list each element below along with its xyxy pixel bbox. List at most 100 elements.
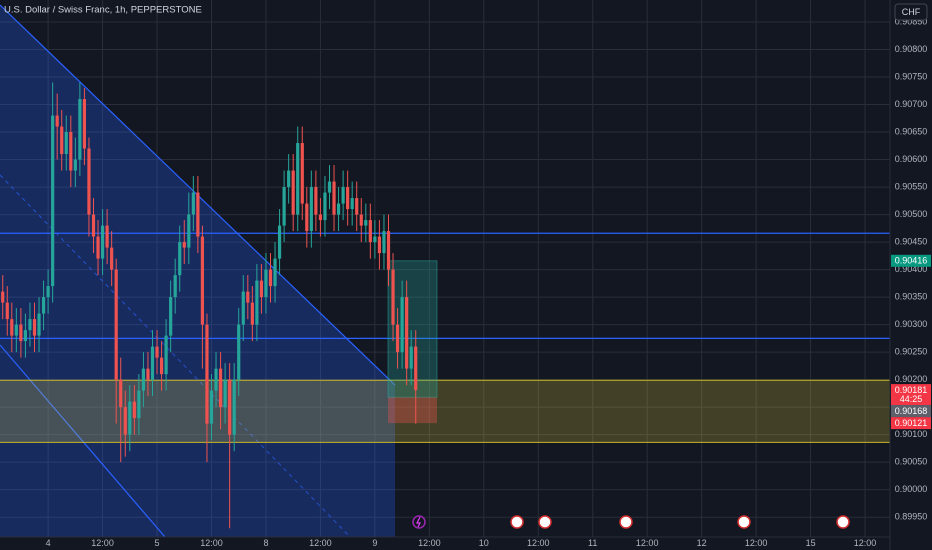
x-tick-label: 12:00 xyxy=(418,538,441,548)
candle-body xyxy=(46,286,50,298)
candle-body xyxy=(382,231,386,254)
grid xyxy=(0,0,890,537)
candle-body xyxy=(400,297,404,353)
event-flag[interactable] xyxy=(510,515,524,529)
entry-label: 0.90168 xyxy=(895,406,928,416)
candle-body xyxy=(287,170,291,188)
candle-body xyxy=(10,319,14,336)
channel-mid xyxy=(0,174,351,538)
y-tick-label: 0.90000 xyxy=(895,484,928,494)
candle-body xyxy=(205,324,209,424)
candle-body xyxy=(359,214,363,226)
countdown-label: 44:25 xyxy=(900,394,923,404)
currency-label: CHF xyxy=(902,7,921,17)
candle-body xyxy=(159,357,164,375)
y-tick-label: 0.90400 xyxy=(895,264,928,274)
event-flag[interactable] xyxy=(619,515,633,529)
x-tick-label: 12:00 xyxy=(745,538,768,548)
candle-body xyxy=(241,291,245,325)
candle-body xyxy=(155,346,159,358)
channel-lower xyxy=(0,344,166,538)
candle-body xyxy=(32,319,37,336)
chart-title: U.S. Dollar / Swiss Franc, 1h, PEPPERSTO… xyxy=(4,5,202,16)
x-tick-label: 12:00 xyxy=(309,538,332,548)
candle-body xyxy=(346,187,350,210)
candle-body xyxy=(327,181,332,193)
candle-body xyxy=(373,236,377,243)
last-price-box xyxy=(891,384,931,406)
x-tick-label: 11 xyxy=(588,538,597,548)
x-tick-label: 12:00 xyxy=(527,538,550,548)
x-tick-label: 10 xyxy=(479,538,489,548)
candle-body xyxy=(405,297,409,369)
candle-body xyxy=(132,401,136,419)
candle-body xyxy=(110,247,114,270)
candle-body xyxy=(100,225,105,259)
x-tick-label: 12:00 xyxy=(854,538,877,548)
x-tick-label: 9 xyxy=(372,538,377,548)
last-price-label: 0.90181 xyxy=(895,385,928,395)
target-label: 0.90416 xyxy=(895,256,928,266)
candle-body xyxy=(341,187,345,204)
x-tick-label: 12:00 xyxy=(91,538,114,548)
flag-events xyxy=(510,515,850,529)
candle-body xyxy=(314,187,318,215)
candle-body xyxy=(123,407,127,435)
candle-body xyxy=(391,269,395,325)
target-label-box xyxy=(891,254,931,267)
candle-body xyxy=(178,242,182,276)
candle-body xyxy=(223,379,227,408)
candle-body xyxy=(105,225,109,248)
candle-body xyxy=(64,132,68,155)
candle-body xyxy=(87,148,91,215)
y-tick-label: 0.90600 xyxy=(895,154,928,164)
currency-button[interactable] xyxy=(894,3,928,21)
candle-body xyxy=(164,335,168,375)
y-tick-label: 0.90200 xyxy=(895,374,928,384)
candle-body xyxy=(28,319,32,331)
candles xyxy=(1,82,418,529)
candle-body xyxy=(350,198,354,210)
candle-body xyxy=(255,280,259,325)
y-tick-label: 0.90450 xyxy=(895,236,928,246)
candle-body xyxy=(60,126,64,155)
candle-body xyxy=(150,346,155,380)
event-flag[interactable] xyxy=(538,515,552,529)
position-loss xyxy=(388,397,437,424)
y-tick-label: 0.90700 xyxy=(895,99,928,109)
candle-body xyxy=(73,159,77,171)
candle-body xyxy=(114,269,118,380)
candle-body xyxy=(200,236,205,325)
event-lightning[interactable] xyxy=(412,515,426,529)
candle-body xyxy=(91,214,96,237)
candle-body xyxy=(209,390,214,424)
candle-body xyxy=(69,132,73,171)
event-flag[interactable] xyxy=(836,515,850,529)
y-tick-label: 0.90800 xyxy=(895,44,928,54)
candle-body xyxy=(259,280,264,298)
y-tick-label: 0.90250 xyxy=(895,347,928,357)
candle-body xyxy=(218,368,223,408)
x-tick-label: 12 xyxy=(697,538,707,548)
candle-body xyxy=(146,368,150,380)
candle-body xyxy=(323,192,327,221)
candle-body xyxy=(268,269,273,287)
candle-body xyxy=(250,302,254,325)
x-tick-label: 15 xyxy=(806,538,816,548)
candle-body xyxy=(119,379,123,408)
candle-body xyxy=(182,242,186,248)
candle-body xyxy=(141,368,146,391)
candle-body xyxy=(96,236,100,259)
candle-body xyxy=(409,346,413,369)
y-tick-label: 0.90050 xyxy=(895,457,928,467)
candle-body xyxy=(191,192,195,215)
candle-body xyxy=(5,302,9,320)
candle-body xyxy=(41,297,46,314)
y-tick-label: 0.90500 xyxy=(895,209,928,219)
x-tick-label: 4 xyxy=(46,538,51,548)
event-flag[interactable] xyxy=(737,515,751,529)
candle-body xyxy=(296,143,300,215)
